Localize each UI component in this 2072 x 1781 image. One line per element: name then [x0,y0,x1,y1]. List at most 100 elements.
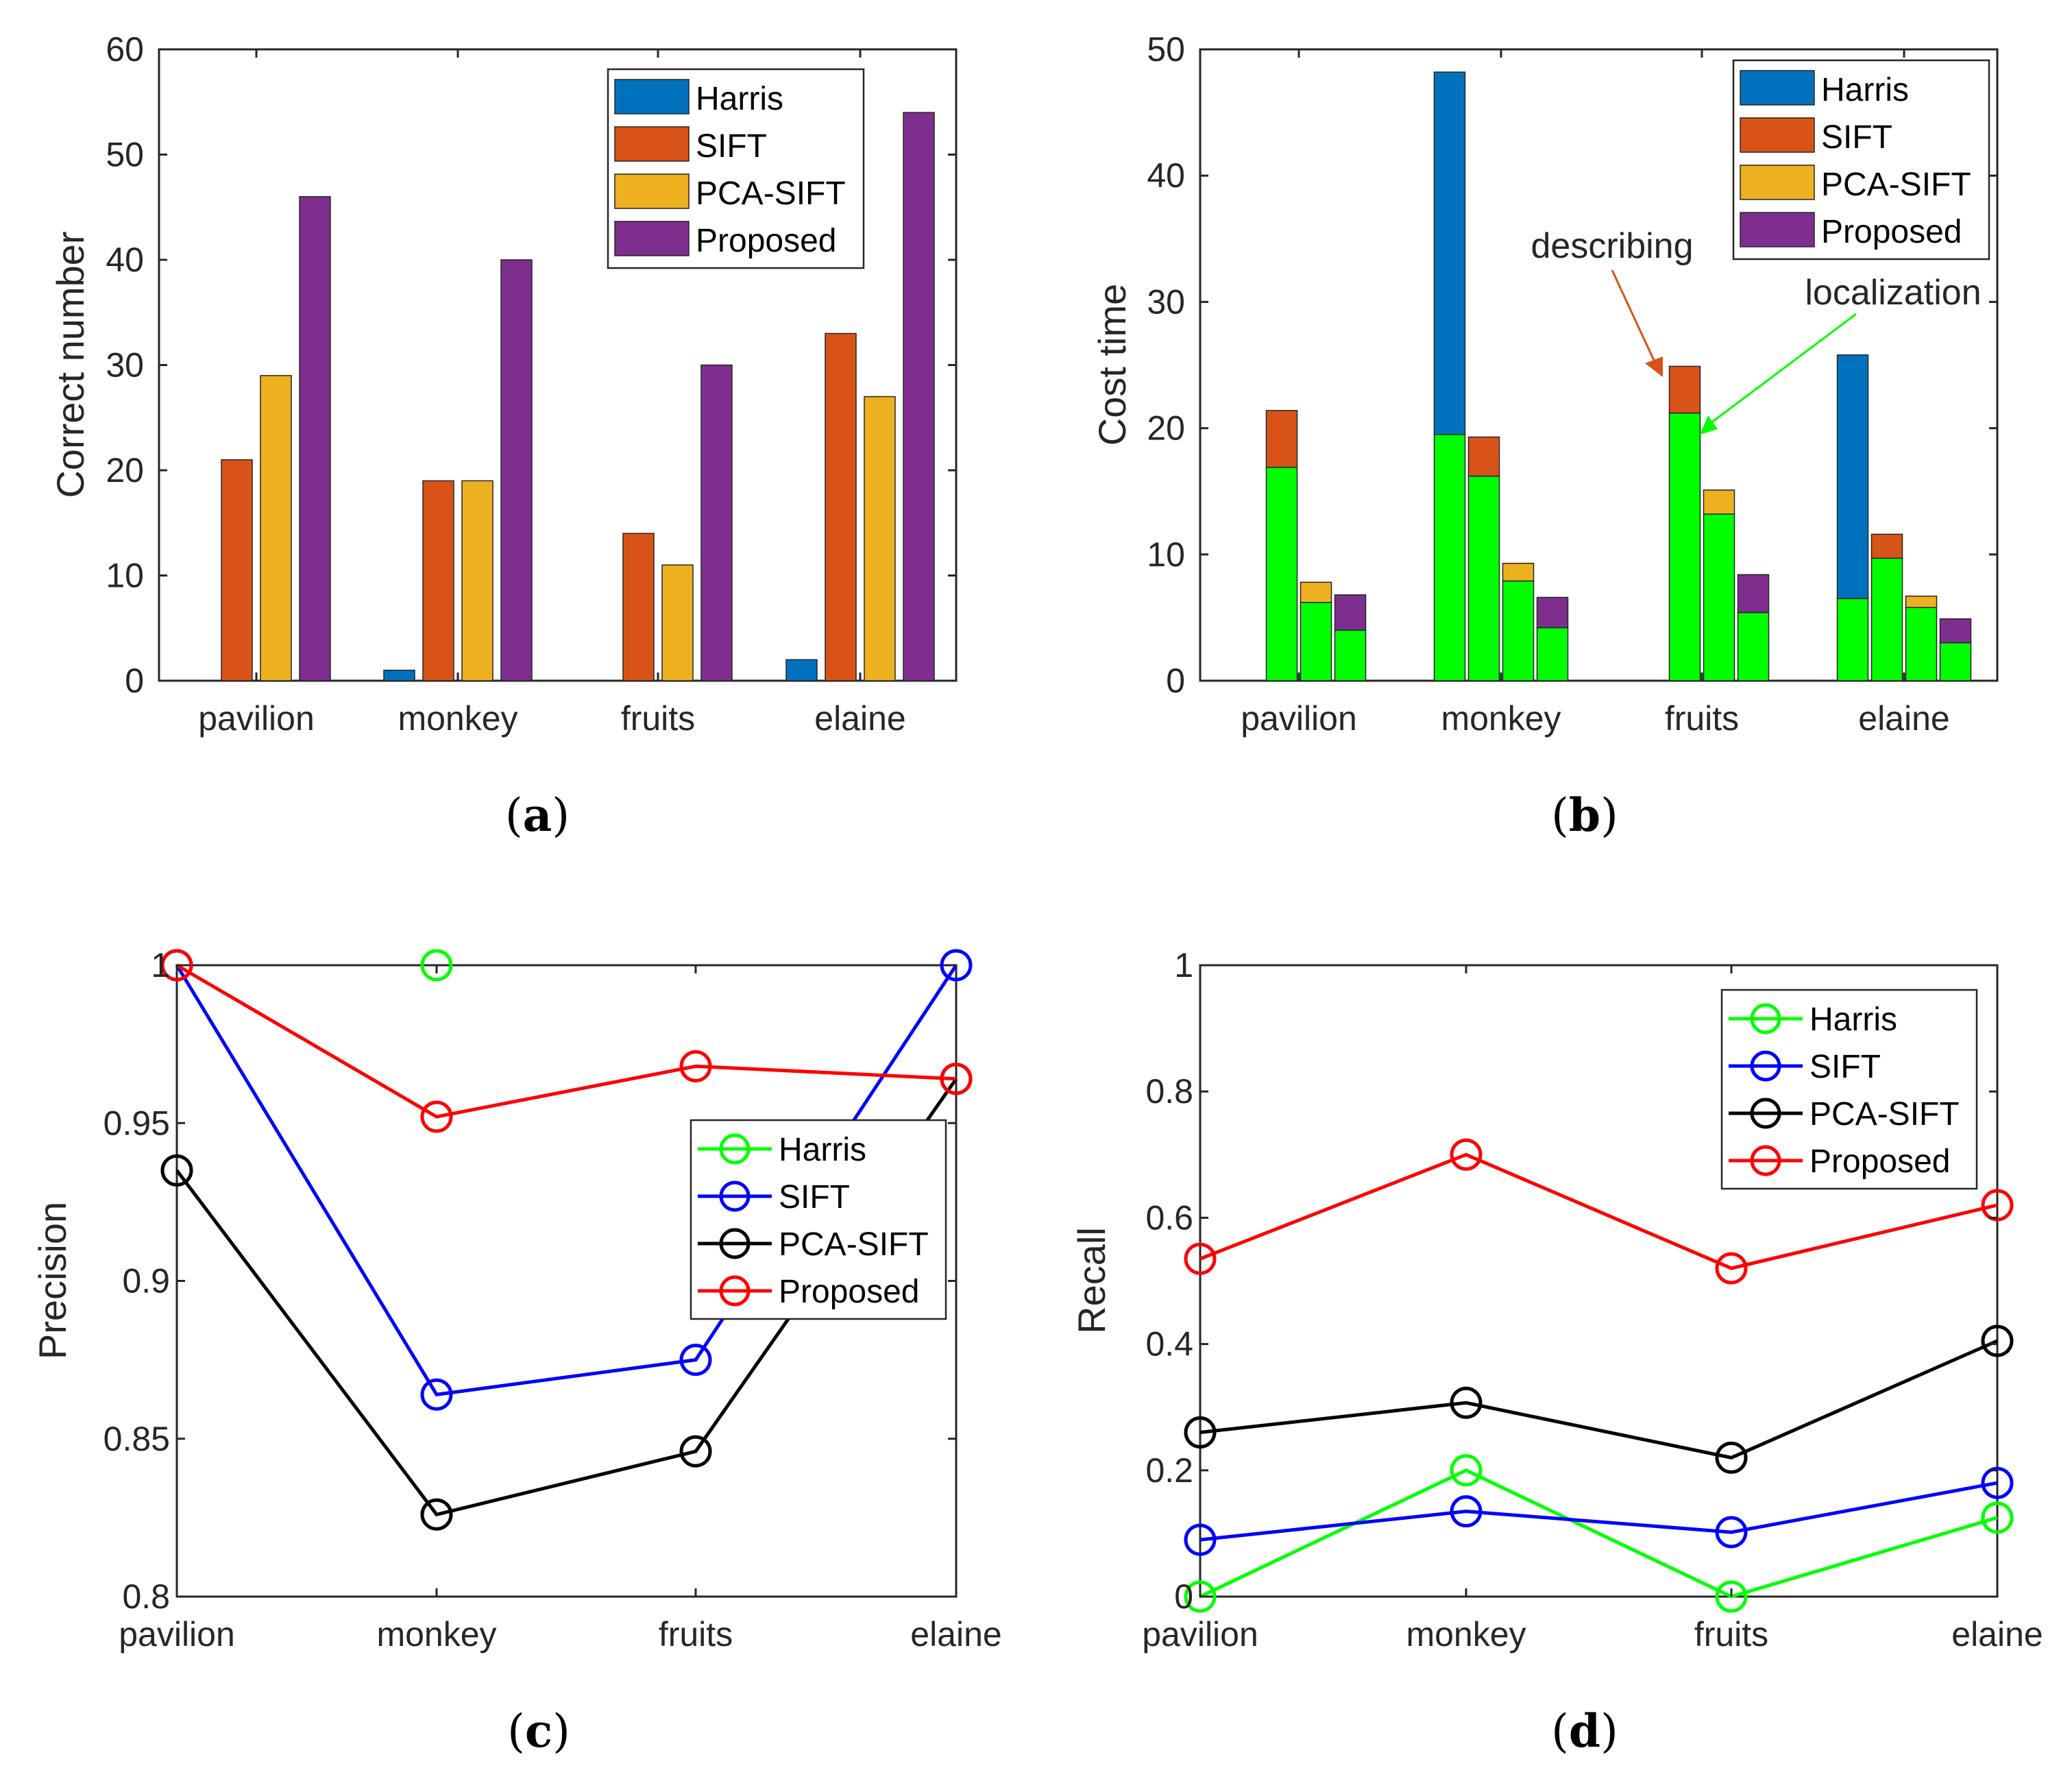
annotation-localization-arrow [1707,313,1857,426]
line-pca-sift [1199,1339,1999,1459]
y-tick-label: 30 [1147,282,1185,321]
point-harris-monkey [1450,1454,1483,1487]
point-proposed-elaine [940,1063,973,1095]
y-tick-label: 0.6 [1145,1198,1193,1237]
panel-d-recall-chart: 0 0.2 0.4 0.6 0.8 1 pavilion monkey fruits elain… [1070,946,2043,1758]
bar-monkey-sift-describing [1467,436,1500,477]
legend-label-pca-sift: PCA-SIFT [696,175,846,212]
legend-label-sift: SIFT [1821,119,1892,156]
legend: Harris SIFT PCA-SIFT Proposed [1720,989,1978,1190]
bar-pavilion-pca-sift-describing [1300,581,1332,603]
bar-elaine-proposed-describing [1939,618,1972,644]
bar-elaine-harris [785,659,818,681]
legend: Harris SIFT PCA-SIFT Proposed [607,68,865,269]
caption-c-label: c [525,1704,552,1758]
x-tick-label-fruits: fruits [621,699,695,738]
bar-fruits-pca-sift-localization [1703,513,1735,681]
x-tick-label-pavilion: pavilion [198,699,315,738]
x-tick-label-elaine: elaine [1951,1615,2043,1653]
annotations: describing localization [1531,226,1982,435]
bar-pavilion-sift-describing [1265,410,1298,468]
x-tick-label-pavilion: pavilion [1241,699,1357,738]
bar-pavilion-pca-sift [260,375,292,681]
bar-pavilion-pca-sift-localization [1300,602,1332,681]
x-tick-label-pavilion: pavilion [1142,1615,1258,1653]
bar-monkey-sift-localization [1467,475,1500,681]
bar-elaine-pca-sift-localization [1905,607,1938,681]
legend-label-proposed: Proposed [1809,1143,1950,1180]
point-sift-elaine [940,949,973,982]
bar-monkey-pca-sift-localization [1502,580,1535,681]
legend-marker-pca-sift [719,1228,751,1259]
legend-swatch-pca-sift [1740,165,1815,200]
line-proposed [175,963,957,1119]
y-tick-label: 1 [1174,946,1193,984]
legend-label-sift: SIFT [1809,1049,1881,1085]
caption-d-label: d [1569,1704,1600,1758]
bar-elaine-proposed-localization [1939,642,1972,681]
bar-elaine-harris-localization [1836,598,1869,681]
legend-marker-proposed [719,1275,751,1307]
bar-pavilion-proposed-describing [1334,594,1367,631]
legend-box [1720,989,1978,1190]
legend-marker-pca-sift [1750,1098,1781,1129]
y-tick-label: 0 [1166,662,1185,700]
bar-fruits-sift-describing [1668,365,1701,414]
legend-label-pca-sift: PCA-SIFT [779,1226,929,1263]
annotation-describing-arrow [1611,269,1657,365]
legend-marker-proposed [1750,1145,1781,1176]
legend-marker-sift [719,1180,751,1212]
bar-fruits-pca-sift [661,564,694,681]
bar-elaine-sift [825,332,857,681]
caption-a-label: a [523,788,552,842]
y-tick-label: 20 [106,451,144,489]
y-tick-label: 10 [1147,535,1185,574]
x-tick-label-elaine: elaine [814,699,905,738]
legend-label-sift: SIFT [779,1179,850,1215]
point-proposed-pavilion [160,949,193,982]
legend-swatch-sift [614,126,690,162]
y-axis-title: Correct number [49,231,92,498]
legend-label-proposed: Proposed [1821,214,1962,250]
bar-monkey-harris-describing [1433,71,1466,435]
point-proposed-elaine [1981,1189,2014,1222]
x-tick-label-elaine: elaine [910,1615,1001,1653]
annotation-describing: describing [1531,226,1693,266]
bar-monkey-proposed-describing [1536,596,1569,629]
y-tick-label: 0.85 [103,1420,170,1458]
y-tick-label: 40 [1147,156,1185,195]
annotation-localization: localization [1805,273,1981,313]
legend-swatch-proposed [1740,212,1815,247]
y-tick-label: 0.4 [1145,1325,1193,1364]
bar-monkey-proposed [500,259,533,681]
legend-swatch-harris [1740,70,1815,106]
point-harris-pavilion [1184,1580,1217,1613]
x-tick-label-fruits: fruits [1665,699,1739,738]
bar-pavilion-proposed-localization [1334,629,1367,681]
y-tick-label: 0.95 [103,1104,170,1142]
point-proposed-fruits [679,1050,712,1082]
bar-monkey-harris-localization [1433,434,1466,681]
bar-monkey-sift [422,480,454,681]
y-tick-label: 30 [106,346,144,385]
bar-fruits-proposed-localization [1737,611,1770,681]
point-pca-sift-fruits [679,1435,712,1468]
legend-marker-sift [1750,1050,1781,1082]
x-tick-label-fruits: fruits [1694,1615,1768,1653]
annotation-describing-arrowhead [1645,356,1663,377]
annotation-localization-arrowhead [1700,415,1718,435]
bar-pavilion-sift [221,459,253,681]
legend-label-harris: Harris [779,1132,866,1168]
legend-marker-harris [1750,1003,1781,1034]
line-harris [1199,1468,1998,1599]
bar-monkey-pca-sift-describing [1502,562,1535,582]
bar-elaine-pca-sift-describing [1905,595,1938,608]
x-tick-label-monkey: monkey [1406,1615,1526,1653]
y-axis-title: Cost time [1090,284,1134,446]
bar-monkey-harris [383,669,415,681]
caption-b-label: b [1569,788,1600,842]
legend-label-proposed: Proposed [696,223,836,259]
legend-swatch-sift [1740,117,1815,153]
bar-fruits-sift-localization [1668,412,1701,681]
